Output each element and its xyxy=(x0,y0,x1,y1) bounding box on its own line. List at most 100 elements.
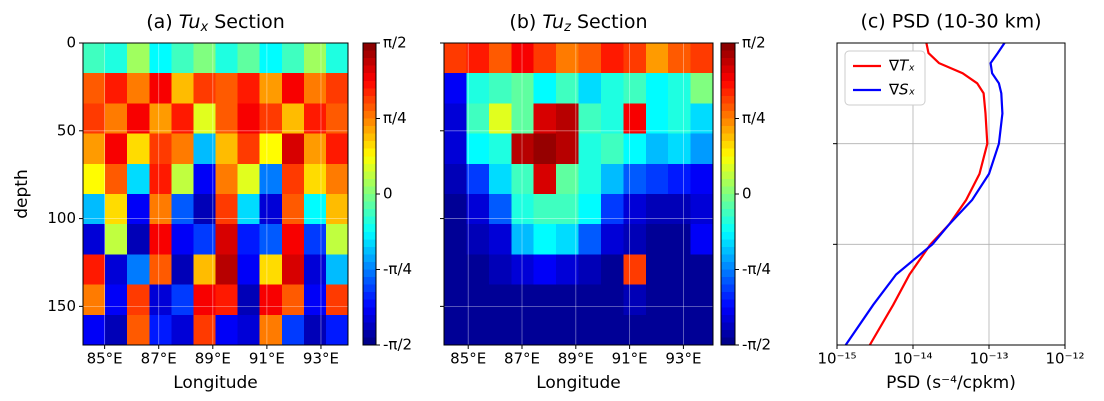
colorbar-tick-label: -π/4 xyxy=(742,260,771,278)
heatmap-cell xyxy=(578,224,602,255)
heatmap-cell xyxy=(237,194,261,225)
colorbar-segment xyxy=(721,194,735,203)
colorbar-segment xyxy=(721,231,735,240)
heatmap-cell xyxy=(623,163,647,195)
colorbar-segment xyxy=(721,254,735,263)
heatmap-cell xyxy=(578,103,602,135)
heatmap-cell xyxy=(259,224,283,255)
title-sub: z xyxy=(563,20,572,35)
heatmap-cell xyxy=(623,314,647,346)
heatmap-cell xyxy=(466,194,490,225)
heatmap-cell xyxy=(578,254,602,286)
heatmap-cell xyxy=(215,284,239,316)
heatmap-cell xyxy=(215,133,239,165)
heatmap-cell xyxy=(83,103,106,135)
heatmap-cell xyxy=(193,103,217,135)
heatmap-cell xyxy=(645,194,669,225)
heatmap-cell xyxy=(645,133,669,165)
heatmap-cell xyxy=(668,73,692,104)
colorbar-segment xyxy=(363,58,376,67)
heatmap-cell xyxy=(488,73,512,104)
colorbar-segment xyxy=(363,118,376,127)
heatmap-cell xyxy=(325,133,349,165)
heatmap-cell xyxy=(237,163,261,195)
heatmap-cell xyxy=(105,73,128,104)
heatmap-cell xyxy=(193,254,217,286)
heatmap-cell xyxy=(466,224,490,255)
heatmap-cell xyxy=(215,194,239,225)
heatmap-cell xyxy=(149,254,172,286)
x-tick-label: 10⁻¹³ xyxy=(969,350,1008,368)
heatmap-cell xyxy=(600,73,624,104)
colorbar-segment xyxy=(721,148,735,157)
colorbar-segment xyxy=(363,73,376,82)
heatmap-cell xyxy=(325,194,349,225)
heatmap-cell xyxy=(600,284,624,316)
colorbar-segment xyxy=(363,329,376,339)
heatmap-cell xyxy=(281,254,305,286)
colorbar-segment xyxy=(363,186,376,195)
heatmap-cell xyxy=(237,43,261,74)
colorbar-segment xyxy=(363,209,376,218)
title-symbol: Tu xyxy=(542,11,564,33)
heatmap-cell xyxy=(193,314,217,346)
x-tick-label: 10⁻¹² xyxy=(1045,350,1084,368)
heatmap-cell xyxy=(668,254,692,286)
colorbar-tick-label: 0 xyxy=(742,185,752,203)
colorbar-segment xyxy=(363,246,376,255)
heatmap-cell xyxy=(556,73,580,104)
heatmap-cell xyxy=(105,103,128,135)
heatmap-cell xyxy=(511,224,535,255)
heatmap-cell xyxy=(690,284,714,316)
heatmap-cell xyxy=(600,224,624,255)
heatmap-cell xyxy=(645,43,669,74)
colorbar-segment xyxy=(721,43,735,52)
colorbar-segment xyxy=(721,269,735,278)
heatmap-cell xyxy=(556,224,580,255)
heatmap-cell xyxy=(281,133,305,165)
heatmap-cell xyxy=(623,43,647,74)
heatmap-cell xyxy=(578,163,602,195)
heatmap-cell xyxy=(193,43,217,74)
heatmap-cell xyxy=(488,254,512,286)
heatmap-cell xyxy=(303,224,327,255)
legend-box xyxy=(844,50,926,106)
x-tick-label: 10⁻¹⁵ xyxy=(817,350,856,368)
heatmap-cell xyxy=(281,43,305,74)
panel-title: (a) Tux Section xyxy=(146,11,285,35)
heatmap-cell xyxy=(83,314,106,346)
colorbar-tick-label: -π/4 xyxy=(383,260,412,278)
heatmap-cell xyxy=(105,163,128,195)
heatmap-cell xyxy=(466,73,490,104)
legend-label: ∇Tₓ xyxy=(888,57,915,75)
heatmap-cell xyxy=(127,73,150,104)
heatmap-cell xyxy=(690,73,714,104)
heatmap-cell xyxy=(149,194,172,225)
colorbar-segment xyxy=(721,171,735,180)
heatmap-cell xyxy=(171,254,195,286)
heatmap-cell xyxy=(623,73,647,104)
heatmap-cell xyxy=(325,284,349,316)
heatmap-cell xyxy=(623,284,647,316)
heatmap-cell xyxy=(556,163,580,195)
heatmap-cell xyxy=(149,224,172,255)
heatmap-cell xyxy=(600,194,624,225)
heatmap-cell xyxy=(533,224,557,255)
heatmap-cell xyxy=(488,194,512,225)
heatmap-cell xyxy=(578,133,602,165)
heatmap-cell xyxy=(83,224,106,255)
heatmap-cell xyxy=(444,194,468,225)
colorbar-segment xyxy=(363,337,376,346)
heatmap-cell xyxy=(511,133,535,165)
colorbar-segment xyxy=(721,307,735,316)
heatmap-cell xyxy=(83,133,106,165)
y-tick-label: 0 xyxy=(66,34,76,52)
colorbar-segment xyxy=(721,73,735,82)
colorbar-segment xyxy=(363,95,376,104)
heatmap-cell xyxy=(83,254,106,286)
heatmap-cell xyxy=(83,194,106,225)
heatmap-cell xyxy=(325,254,349,286)
heatmap-cell xyxy=(259,194,283,225)
heatmap-cell xyxy=(193,163,217,195)
heatmap-cell xyxy=(578,43,602,74)
